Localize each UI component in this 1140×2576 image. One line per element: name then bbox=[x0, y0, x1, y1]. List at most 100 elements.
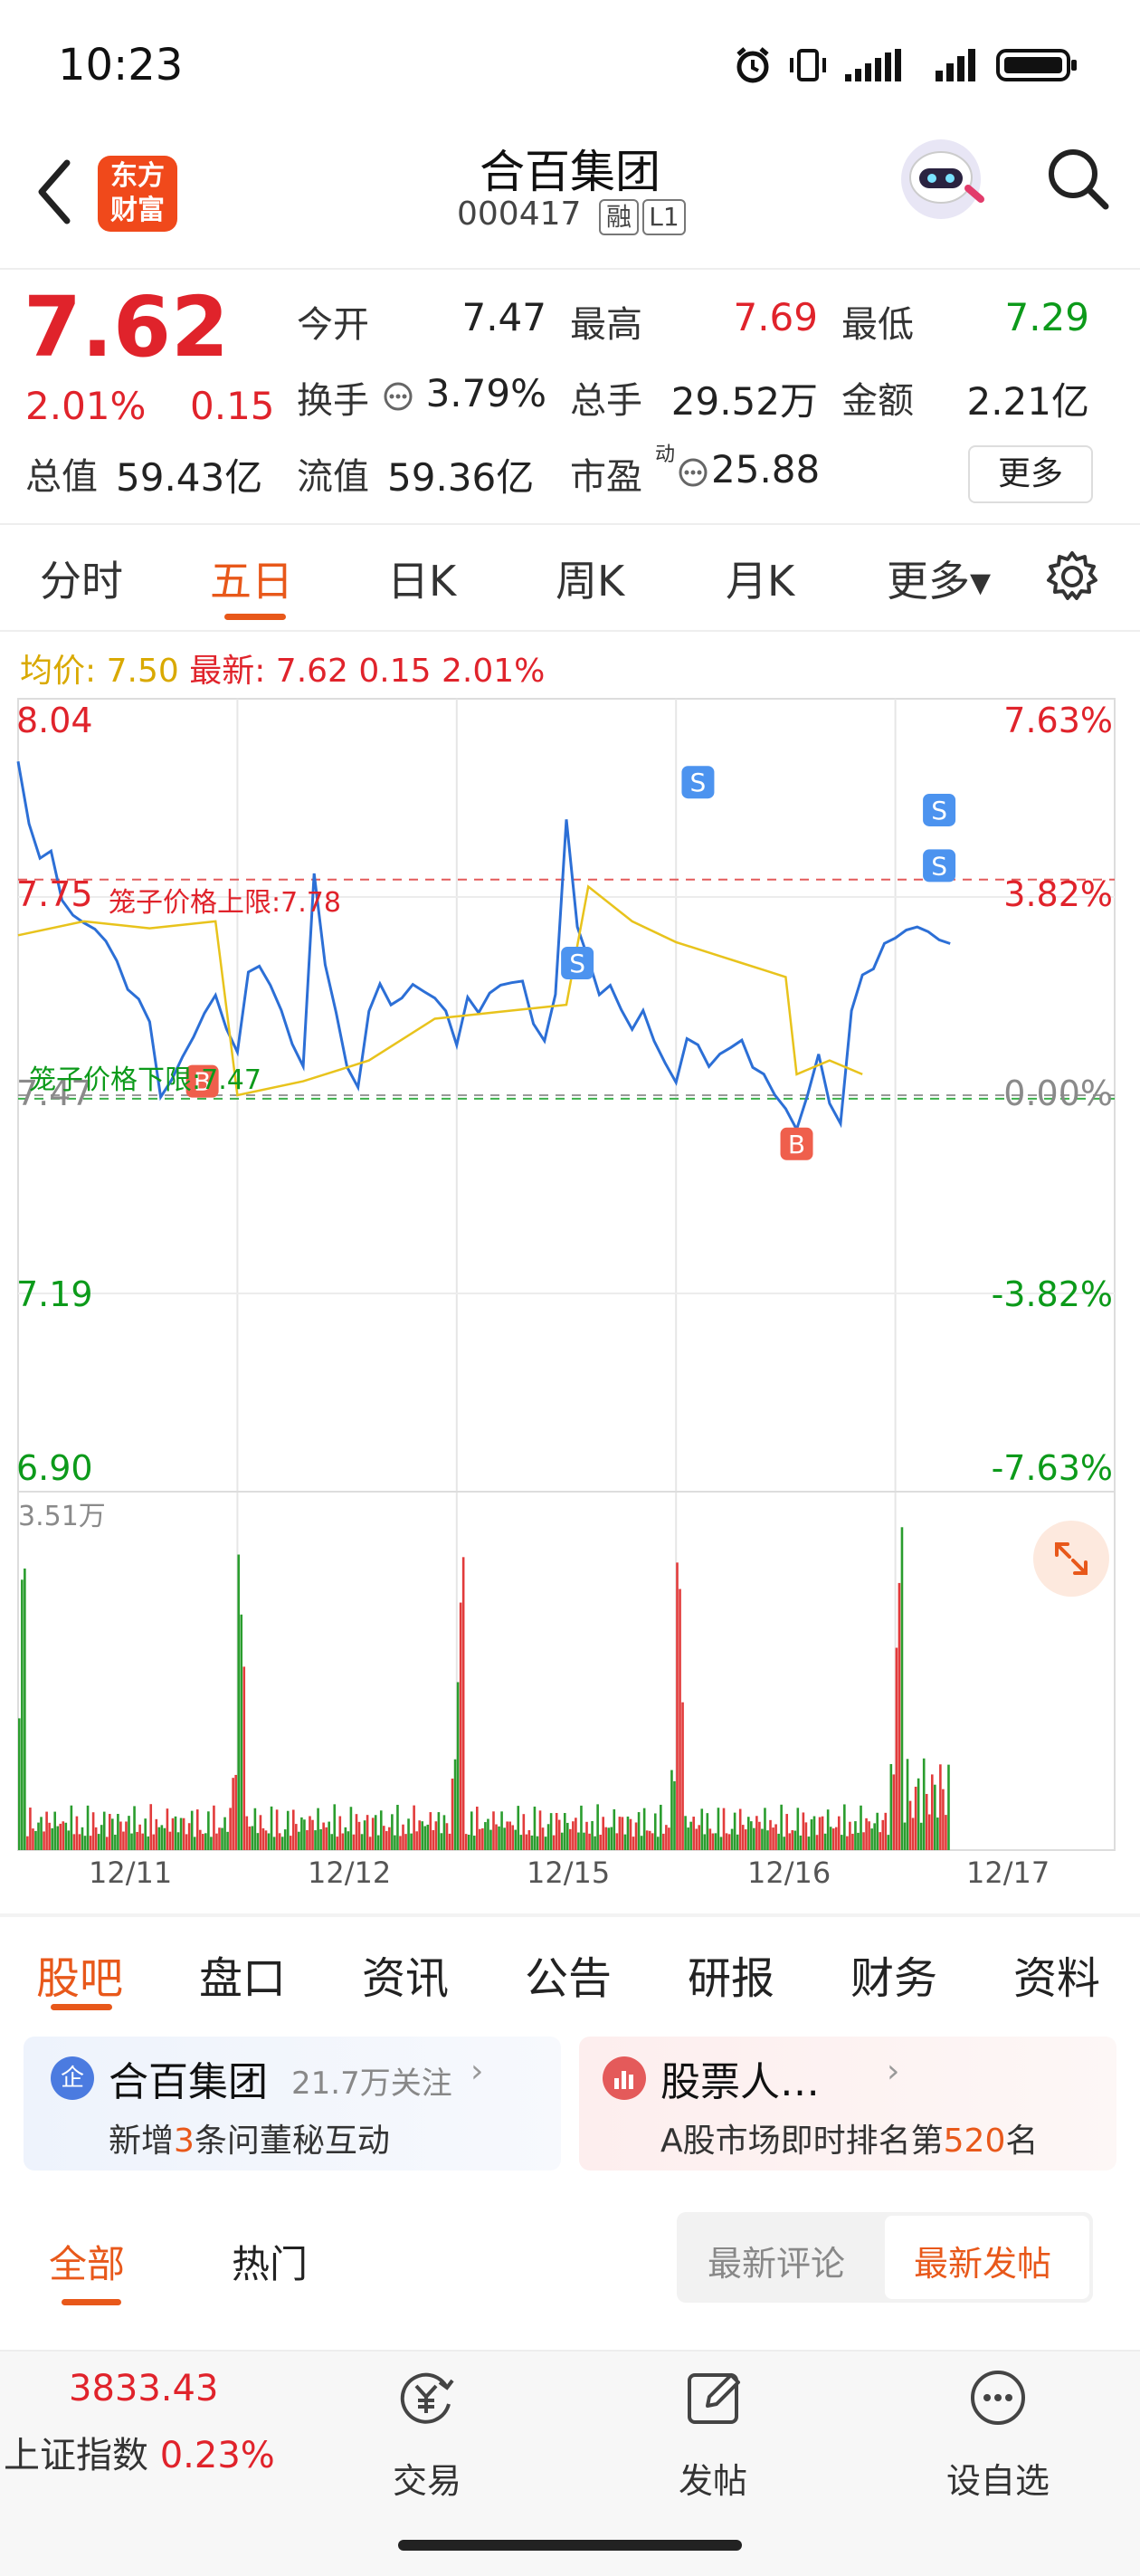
settings-gear-icon[interactable] bbox=[1044, 549, 1100, 605]
mcap-label: 总值 bbox=[25, 456, 98, 498]
tab-announcements[interactable]: 公告 bbox=[525, 1953, 613, 2004]
alarm-icon bbox=[736, 47, 769, 83]
volume-bar bbox=[202, 1834, 204, 1850]
volume-bar bbox=[577, 1832, 580, 1850]
volume-bar bbox=[97, 1834, 100, 1850]
volume-bar bbox=[651, 1833, 654, 1850]
volume-bar bbox=[876, 1812, 879, 1850]
date-label-4: 12/17 bbox=[966, 1856, 1050, 1890]
index-value[interactable]: 3833.43 bbox=[69, 2368, 219, 2409]
volume-bar bbox=[684, 1816, 687, 1850]
price-tick-3: 7.19 bbox=[16, 1274, 93, 1314]
post-edit-icon[interactable] bbox=[682, 2366, 746, 2429]
pct-tick-1: 3.82% bbox=[1003, 874, 1113, 914]
tab-more[interactable]: 更多▾ bbox=[887, 557, 992, 606]
volume-bar bbox=[456, 1682, 460, 1850]
volume-bar bbox=[580, 1805, 583, 1850]
marker-badge bbox=[780, 1127, 813, 1160]
volume-bar bbox=[81, 1827, 84, 1850]
tab-forum[interactable]: 股吧 bbox=[36, 1953, 124, 2004]
volume-bar bbox=[32, 1828, 34, 1850]
volume-bar bbox=[215, 1833, 218, 1850]
company-card[interactable]: 企 合百集团 21.7万关注 › 新增3条问董秘互动 bbox=[24, 2037, 561, 2171]
back-icon[interactable] bbox=[33, 156, 78, 228]
volume-bar bbox=[193, 1837, 196, 1850]
volume-bar bbox=[295, 1824, 298, 1850]
volume-bar bbox=[166, 1808, 169, 1850]
volume-bar bbox=[330, 1834, 334, 1850]
volume-bar bbox=[445, 1823, 449, 1850]
tab-profile[interactable]: 资料 bbox=[1013, 1953, 1101, 2004]
volume-bar bbox=[176, 1832, 180, 1850]
volume-bar bbox=[879, 1832, 882, 1850]
volume-bar bbox=[303, 1819, 306, 1850]
brand-logo: 东方 财富 bbox=[98, 156, 177, 232]
volume-bar bbox=[360, 1834, 364, 1850]
tab-order-book[interactable]: 盘口 bbox=[199, 1953, 287, 2004]
volume-bar bbox=[437, 1812, 441, 1850]
filter-all[interactable]: 全部 bbox=[49, 2242, 126, 2286]
volume-bar bbox=[812, 1816, 816, 1850]
volume-bar bbox=[413, 1805, 415, 1850]
fullscreen-button[interactable] bbox=[1033, 1521, 1109, 1597]
volume-bar bbox=[182, 1818, 185, 1850]
volume-bar bbox=[133, 1806, 136, 1850]
volume-bar bbox=[280, 1837, 284, 1850]
sort-latest-comment[interactable]: 最新评论 bbox=[708, 2244, 846, 2284]
volume-bar bbox=[195, 1809, 199, 1850]
volume-bar bbox=[793, 1830, 797, 1850]
volume-bar bbox=[873, 1823, 876, 1850]
volume-bar bbox=[939, 1764, 942, 1850]
index-name-line[interactable]: 上证指数 0.23% bbox=[4, 2435, 275, 2476]
volume-bar bbox=[689, 1821, 692, 1850]
nav-trade[interactable]: 交易 bbox=[392, 2461, 461, 2501]
volume-bar bbox=[544, 1837, 547, 1850]
volume-bar bbox=[429, 1812, 432, 1850]
tab-financials[interactable]: 财务 bbox=[850, 1953, 938, 2004]
volume-bar bbox=[727, 1834, 731, 1850]
info-icon[interactable] bbox=[382, 380, 414, 413]
volume-bar bbox=[248, 1826, 252, 1850]
pe-info-icon[interactable] bbox=[677, 456, 709, 489]
filter-hot[interactable]: 热门 bbox=[232, 2242, 309, 2286]
volume-bar bbox=[807, 1837, 811, 1850]
volume-bar bbox=[536, 1836, 539, 1850]
trade-yuan-icon[interactable] bbox=[394, 2366, 458, 2429]
tab-monthly-k[interactable]: 月K bbox=[726, 557, 795, 606]
nav-watchlist[interactable]: 设自选 bbox=[945, 2461, 1050, 2501]
volume-bar bbox=[292, 1809, 295, 1850]
tab-intraday[interactable]: 分时 bbox=[40, 557, 123, 606]
popularity-card[interactable]: 股票人… › A股市场即时排名第520名 bbox=[579, 2037, 1116, 2171]
volume-bar bbox=[108, 1814, 111, 1850]
volume-bar bbox=[138, 1824, 141, 1850]
tab-news[interactable]: 资讯 bbox=[362, 1953, 450, 2004]
volume-bar bbox=[322, 1822, 325, 1850]
volume-bar bbox=[769, 1819, 772, 1850]
search-icon[interactable] bbox=[1044, 145, 1113, 214]
tab-daily-k[interactable]: 日K bbox=[387, 557, 457, 606]
volume-bar bbox=[470, 1811, 473, 1850]
volume-bar bbox=[588, 1833, 591, 1850]
volume-bar bbox=[892, 1774, 896, 1850]
tab-weekly-k[interactable]: 周K bbox=[556, 557, 625, 606]
company-follow-count: 21.7万关注 bbox=[291, 2066, 452, 2102]
volume-bar bbox=[868, 1821, 870, 1850]
more-button[interactable]: 更多 bbox=[968, 445, 1093, 503]
margin-tag: 融 bbox=[599, 199, 639, 235]
volume-bar bbox=[591, 1820, 594, 1850]
volume-bar bbox=[557, 1819, 561, 1850]
volume-bar bbox=[152, 1834, 156, 1850]
add-watchlist-icon[interactable] bbox=[966, 2366, 1030, 2429]
tab-research[interactable]: 研报 bbox=[688, 1953, 775, 2004]
volume-bar bbox=[479, 1828, 481, 1850]
turnover-value: 3.79% bbox=[425, 371, 546, 415]
nav-post[interactable]: 发帖 bbox=[678, 2461, 747, 2501]
sort-latest-post[interactable]: 最新发帖 bbox=[914, 2244, 1052, 2284]
volume-bar bbox=[221, 1827, 223, 1850]
tab-five-day[interactable]: 五日 bbox=[210, 557, 293, 606]
assistant-avatar-icon[interactable] bbox=[896, 134, 986, 224]
volume-bar bbox=[368, 1837, 372, 1850]
volume-bar bbox=[945, 1815, 947, 1850]
volume-bar bbox=[105, 1837, 109, 1850]
